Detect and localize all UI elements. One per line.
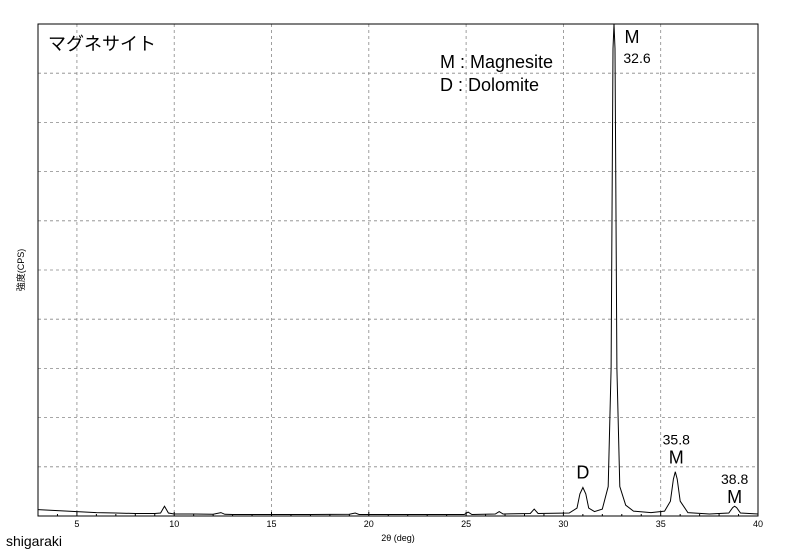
peak-value-3: 38.8 — [721, 471, 748, 487]
footer-label: shigaraki — [6, 533, 63, 549]
x-tick-label-40: 40 — [753, 519, 763, 529]
x-tick-label-15: 15 — [267, 519, 277, 529]
plot-area-border — [37, 23, 759, 517]
x-axis-ticks: 5 10 15 20 25 30 35 40 — [37, 512, 763, 529]
grid-lines — [38, 24, 758, 516]
peak-value-1: 32.6 — [623, 50, 650, 66]
legend-entry-dolomite: D : Dolomite — [440, 75, 539, 95]
peak-letter-0: D — [576, 462, 589, 482]
x-tick-label-35: 35 — [656, 519, 666, 529]
x-tick-label-25: 25 — [461, 519, 471, 529]
x-axis-label: 2θ (deg) — [381, 533, 415, 543]
x-tick-label-10: 10 — [169, 519, 179, 529]
peak-letter-2: M — [669, 448, 684, 468]
peak-letter-1: M — [625, 27, 640, 47]
peak-letter-3: M — [727, 487, 742, 507]
x-tick-label-5: 5 — [74, 519, 79, 529]
y-axis-label: 強度(CPS) — [15, 249, 26, 292]
chart-title: マグネサイト — [48, 34, 156, 54]
x-tick-label-30: 30 — [558, 519, 568, 529]
peak-value-2: 35.8 — [663, 432, 690, 448]
x-tick-label-20: 20 — [364, 519, 374, 529]
legend-entry-magnesite: M : Magnesite — [440, 52, 553, 72]
diffraction-series-line — [37, 23, 759, 516]
